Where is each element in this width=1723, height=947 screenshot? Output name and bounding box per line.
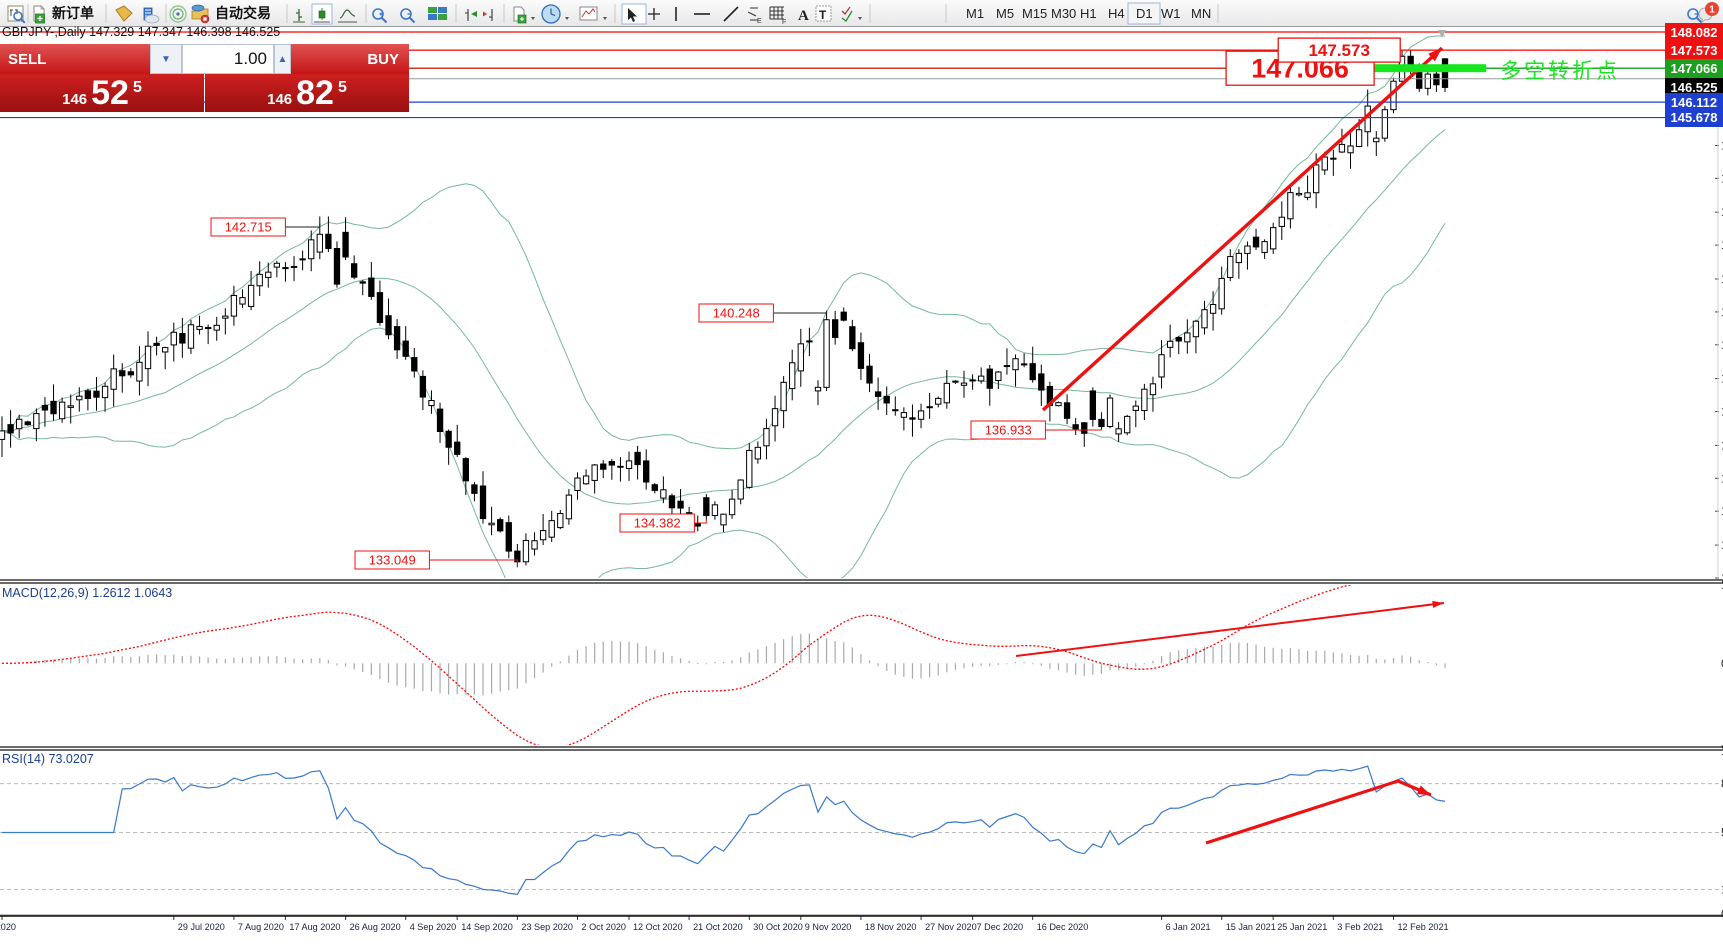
- svg-text:MN: MN: [1191, 6, 1211, 21]
- svg-text:29 Jul 2020: 29 Jul 2020: [178, 922, 225, 932]
- svg-text:25 Jan 2021: 25 Jan 2021: [1277, 922, 1327, 932]
- svg-text:E: E: [757, 18, 762, 25]
- svg-text:3 Feb 2021: 3 Feb 2021: [1337, 922, 1383, 932]
- svg-text:F: F: [782, 19, 786, 26]
- svg-text:7 Dec 2020: 7 Dec 2020: [977, 922, 1024, 932]
- svg-text:2 Oct 2020: 2 Oct 2020: [582, 922, 627, 932]
- svg-text:M15: M15: [1022, 6, 1047, 21]
- svg-text:D1: D1: [1136, 6, 1153, 21]
- svg-text:134.382: 134.382: [634, 516, 681, 531]
- svg-text:MACD(12,26,9) 1.2612 1.0643: MACD(12,26,9) 1.2612 1.0643: [2, 586, 172, 600]
- svg-text:27 Nov 2020: 27 Nov 2020: [925, 922, 977, 932]
- svg-text:1: 1: [1709, 4, 1715, 15]
- svg-text:133.049: 133.049: [369, 553, 416, 568]
- svg-text:M1: M1: [966, 6, 984, 21]
- svg-text:140.248: 140.248: [713, 306, 760, 321]
- svg-text:4 Sep 2020: 4 Sep 2020: [410, 922, 457, 932]
- svg-text:16 Dec 2020: 16 Dec 2020: [1037, 922, 1089, 932]
- svg-text:7 Aug 2020: 7 Aug 2020: [238, 922, 284, 932]
- svg-text:18 Nov 2020: 18 Nov 2020: [865, 922, 917, 932]
- svg-text:12 Feb 2021: 12 Feb 2021: [1398, 922, 1449, 932]
- svg-text:M30: M30: [1051, 6, 1076, 21]
- svg-text:T: T: [819, 8, 827, 22]
- svg-text:M5: M5: [996, 6, 1014, 21]
- svg-text:21 Oct 2020: 21 Oct 2020: [693, 922, 743, 932]
- svg-text:9 Nov 2020: 9 Nov 2020: [805, 922, 852, 932]
- svg-text:17 Aug 2020: 17 Aug 2020: [289, 922, 340, 932]
- svg-text:15 Jan 2021: 15 Jan 2021: [1226, 922, 1276, 932]
- svg-text:新订单: 新订单: [52, 5, 94, 21]
- svg-text:自动交易: 自动交易: [215, 5, 271, 21]
- svg-text:GBPJPY-,Daily 147.329 147.347: GBPJPY-,Daily 147.329 147.347 146.398 14…: [2, 25, 280, 39]
- svg-text:12 Oct 2020: 12 Oct 2020: [633, 922, 683, 932]
- svg-text:142.715: 142.715: [225, 220, 272, 235]
- svg-text:26 Aug 2020: 26 Aug 2020: [350, 922, 401, 932]
- svg-text:A: A: [798, 8, 809, 24]
- svg-text:多空转折点: 多空转折点: [1500, 60, 1620, 83]
- svg-text:147.573: 147.573: [1308, 41, 1369, 60]
- svg-text:14 Sep 2020: 14 Sep 2020: [461, 922, 513, 932]
- svg-text:RSI(14) 73.0207: RSI(14) 73.0207: [2, 752, 94, 766]
- svg-text:H1: H1: [1080, 6, 1097, 21]
- svg-text:136.933: 136.933: [985, 423, 1032, 438]
- svg-text:W1: W1: [1161, 6, 1181, 21]
- svg-text:23 Sep 2020: 23 Sep 2020: [521, 922, 573, 932]
- svg-text:6 Jan 2021: 6 Jan 2021: [1166, 922, 1211, 932]
- svg-text:H4: H4: [1108, 6, 1125, 21]
- svg-text:30 Oct 2020: 30 Oct 2020: [753, 922, 803, 932]
- svg-text:1 Jul 2020: 1 Jul 2020: [0, 922, 16, 932]
